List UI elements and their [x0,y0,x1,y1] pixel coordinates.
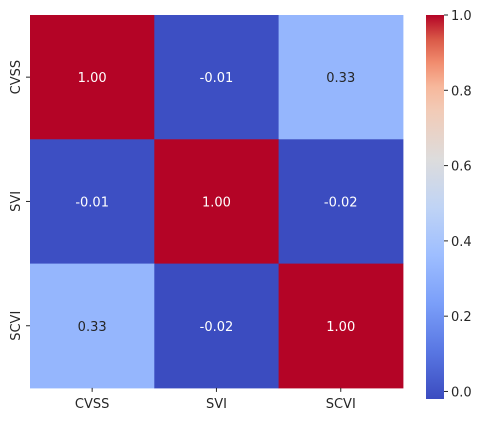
colorbar-tick-label: 1.0 [451,9,472,24]
y-tick-label: SCVI [9,311,24,341]
x-tick-label: SCVI [326,397,356,412]
colorbar-tick-label: 0.4 [451,235,472,250]
cell-value-label: -0.01 [75,195,109,210]
x-tick-label: CVSS [75,397,109,412]
x-tick-label: SVI [206,397,227,412]
cell-value-label: 1.00 [78,71,107,86]
y-tick-label: SVI [9,191,24,212]
y-axis: CVSS SVI SCVI [9,60,30,341]
heatmap-cell [154,139,280,265]
x-axis: CVSS SVI SCVI [75,387,356,412]
heatmap-cell [154,263,280,389]
heatmap-cell [278,263,404,389]
heatmap-cell [30,139,155,265]
heatmap-cells [30,15,404,389]
heatmap-cell [30,263,155,389]
colorbar-tick-label: 0.0 [451,385,472,400]
heatmap-cell [30,15,155,140]
heatmap-cell-labels: 1.00 -0.01 0.33 -0.01 1.00 -0.02 0.33 -0.02 1.00 [75,71,357,335]
heatmap-cell [278,15,404,140]
cell-value-label: -0.02 [200,320,234,335]
colorbar-tick-label: 0.6 [451,160,472,175]
colorbar: 0.0 0.2 0.4 0.6 0.8 1.0 [426,9,472,400]
cell-value-label: -0.01 [200,71,234,86]
y-tick-label: CVSS [9,60,24,94]
cell-value-label: 1.00 [326,320,355,335]
colorbar-tick-label: 0.8 [451,84,472,99]
cell-value-label: -0.02 [324,195,358,210]
cell-value-label: 1.00 [202,195,231,210]
colorbar-gradient [426,15,444,399]
colorbar-tick-label: 0.2 [451,310,472,325]
cell-value-label: 0.33 [78,320,107,335]
heatmap-cell [154,15,280,140]
cell-value-label: 0.33 [326,71,355,86]
heatmap-cell [278,139,404,265]
